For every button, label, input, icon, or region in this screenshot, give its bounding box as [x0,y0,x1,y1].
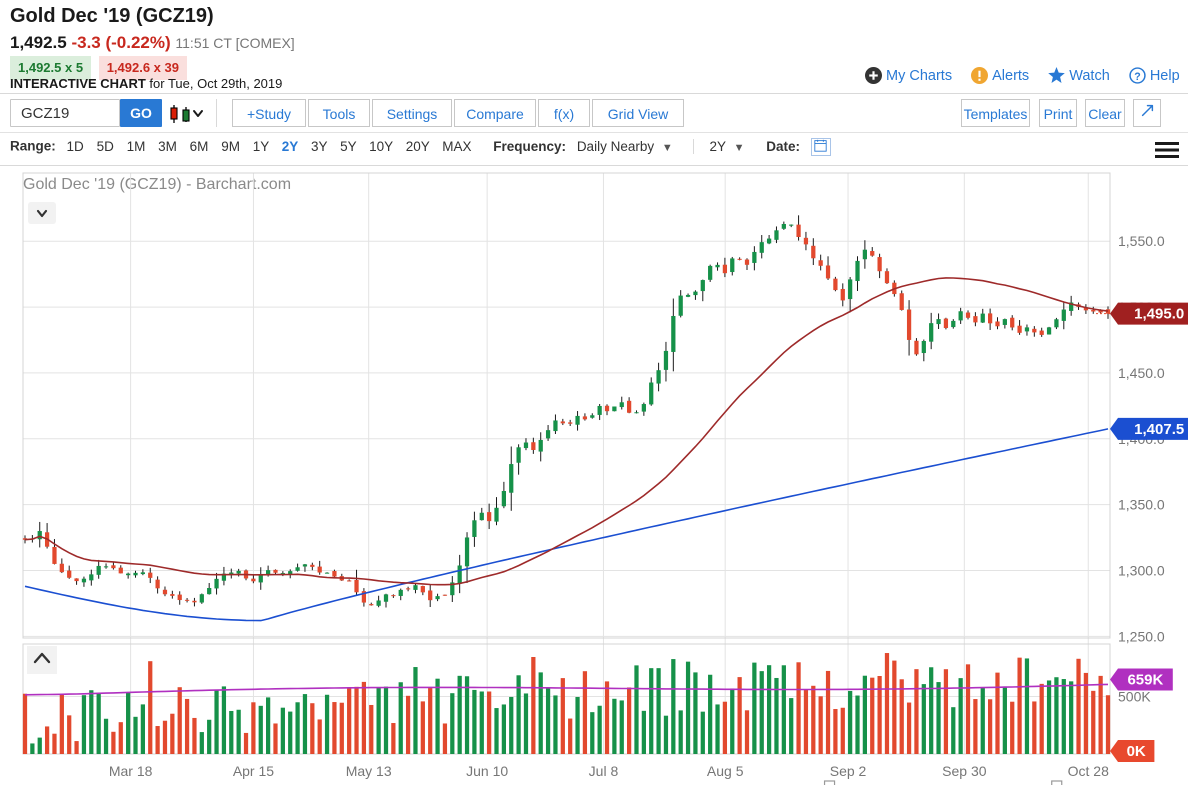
svg-text:Sep 2: Sep 2 [830,763,867,779]
svg-text:Jun 10: Jun 10 [466,763,508,779]
svg-text:1,350.0: 1,350.0 [1118,497,1165,513]
svg-text:May 13: May 13 [346,763,392,779]
svg-text:Sep 30: Sep 30 [942,763,987,779]
svg-text:1,450.0: 1,450.0 [1118,365,1165,381]
svg-text:Jul 8: Jul 8 [589,763,619,779]
svg-text:659K: 659K [1127,672,1163,689]
svg-text:Aug 5: Aug 5 [707,763,744,779]
svg-text:Mar 18: Mar 18 [109,763,153,779]
svg-text:1,550.0: 1,550.0 [1118,233,1165,249]
svg-text:1,250.0: 1,250.0 [1118,628,1165,644]
svg-text:1,495.0: 1,495.0 [1134,306,1184,323]
svg-text:Apr 15: Apr 15 [233,763,274,779]
svg-text:0K: 0K [1127,743,1146,760]
svg-text:1,300.0: 1,300.0 [1118,563,1165,579]
svg-text:500K: 500K [1118,688,1151,704]
svg-text:?: ? [1134,71,1140,83]
svg-text:1,407.5: 1,407.5 [1134,421,1184,438]
svg-text:Oct 28: Oct 28 [1068,763,1109,779]
